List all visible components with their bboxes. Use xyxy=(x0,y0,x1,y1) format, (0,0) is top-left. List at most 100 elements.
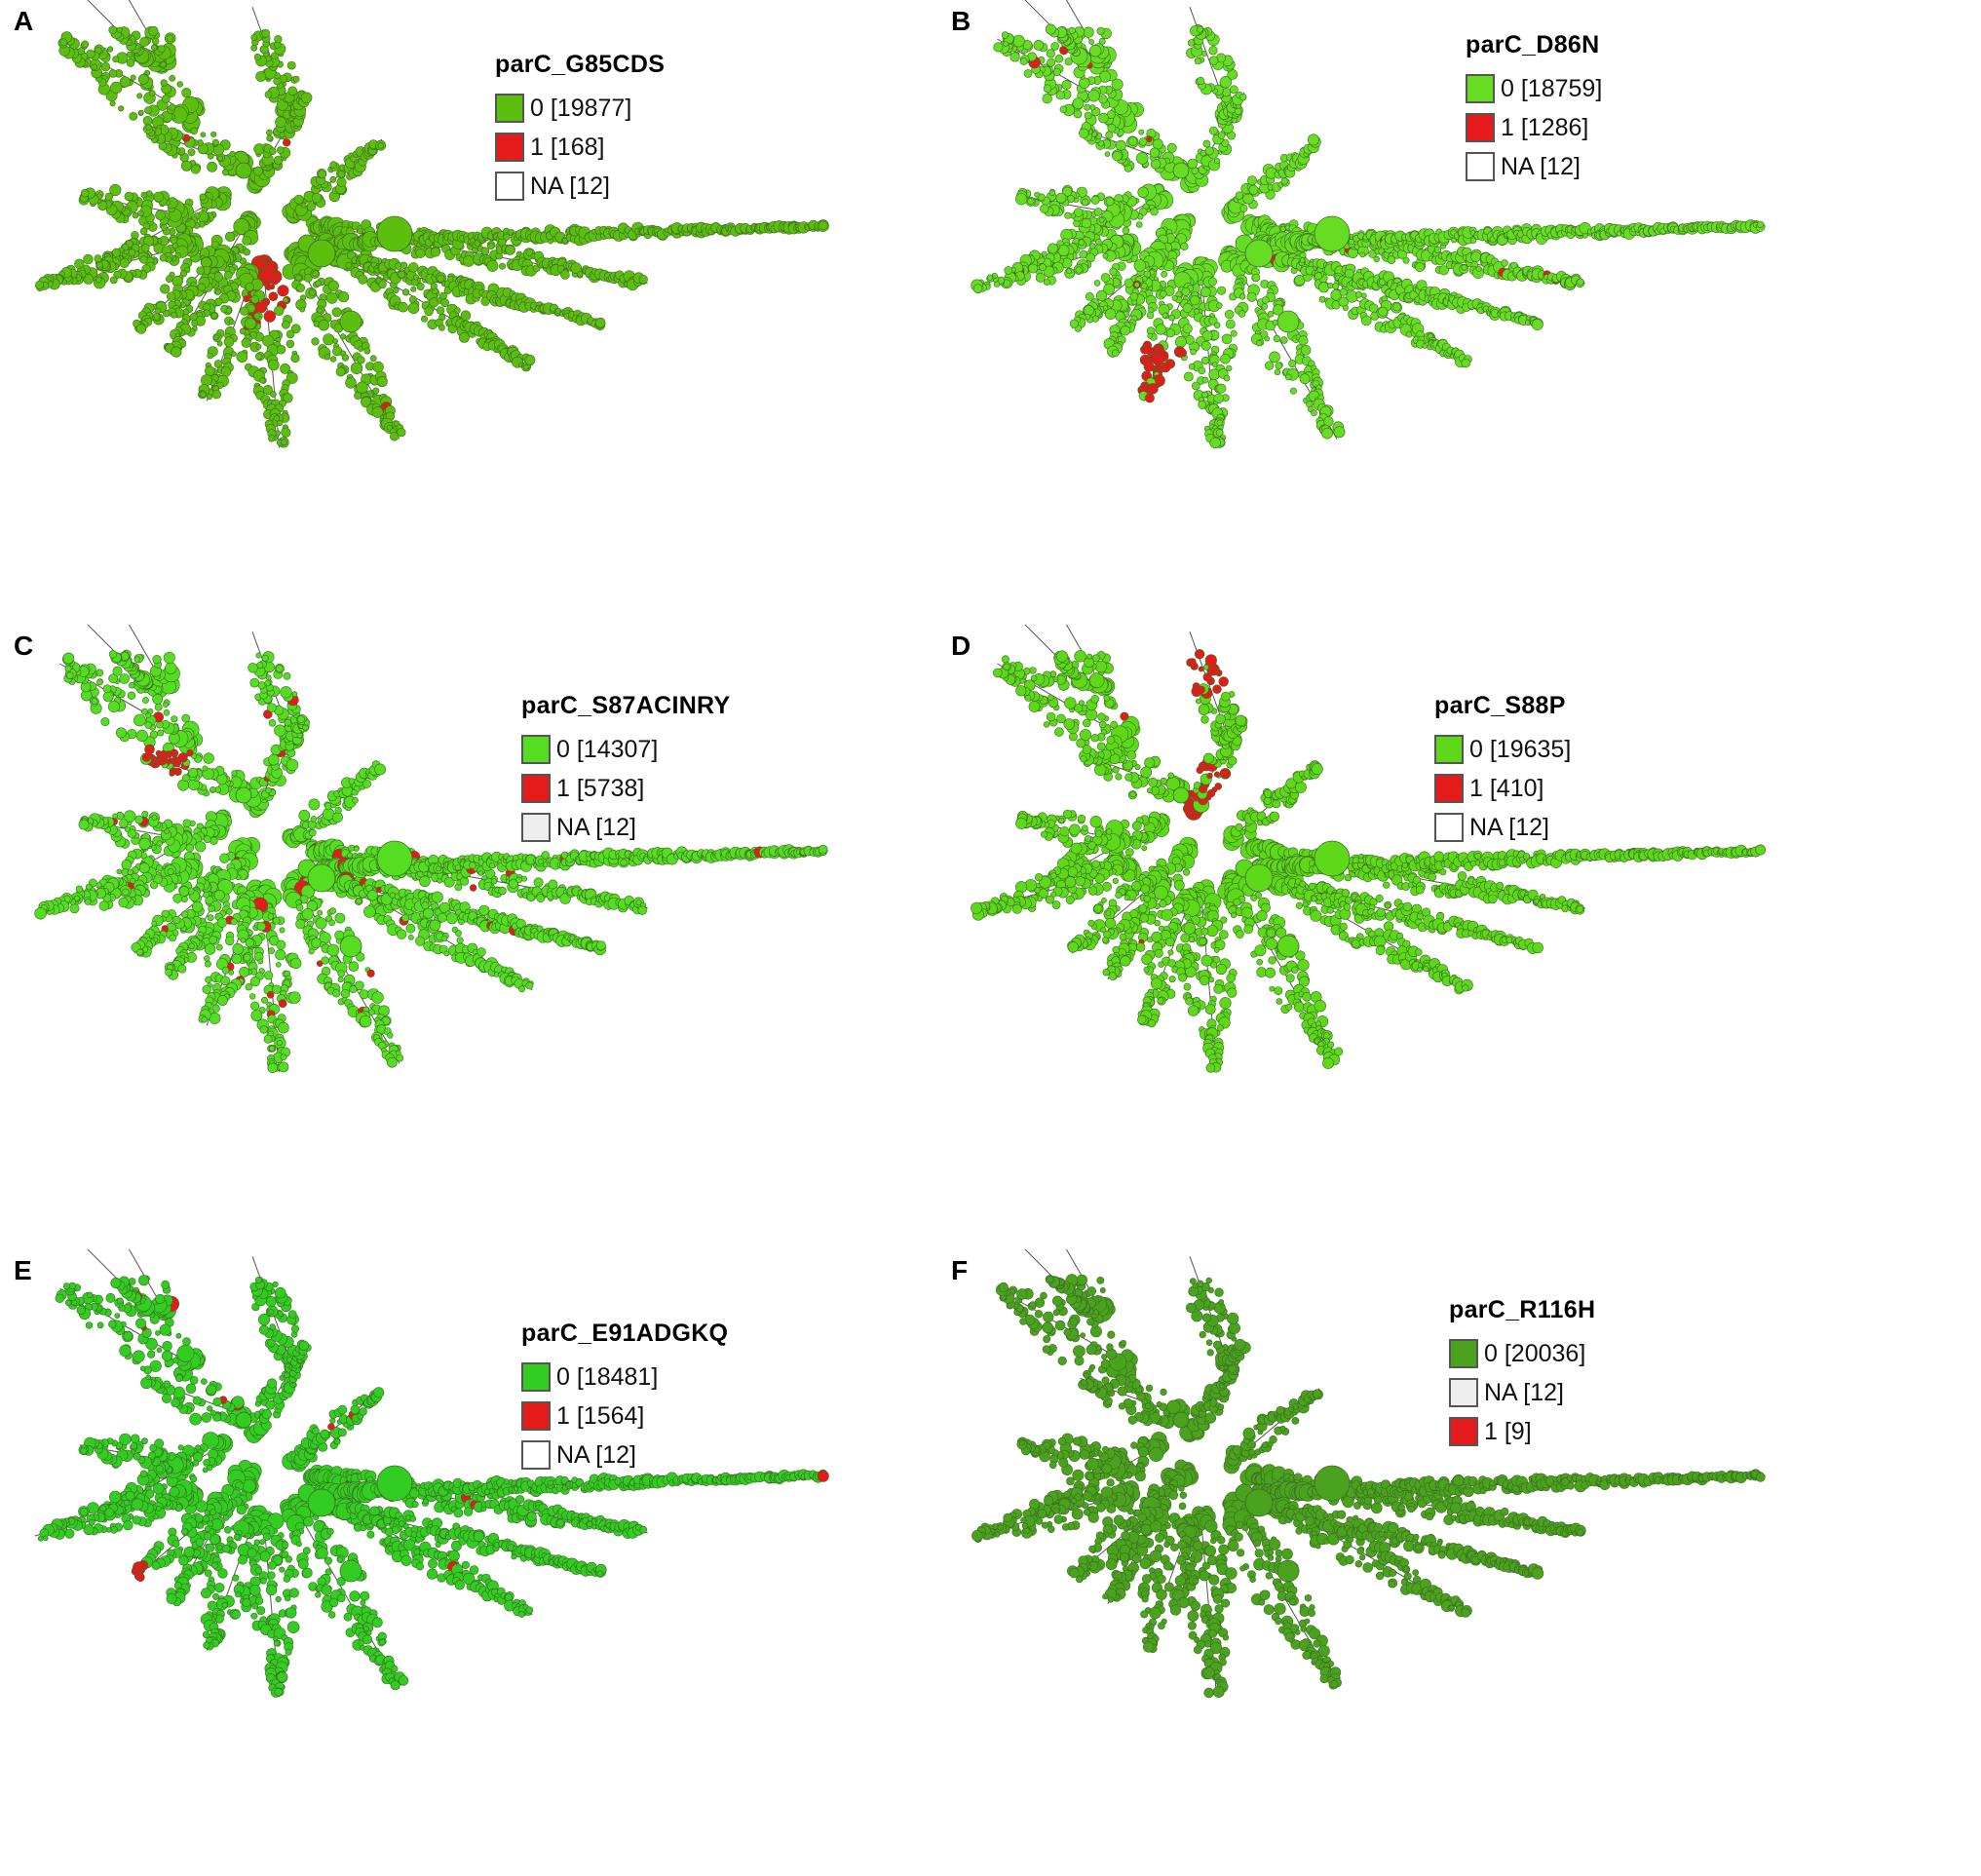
tree-node xyxy=(1184,334,1195,345)
tree-node xyxy=(405,923,416,934)
tree-node xyxy=(1223,374,1231,382)
tree-node xyxy=(368,1009,375,1015)
tree-node xyxy=(261,28,271,38)
tree-node xyxy=(1140,282,1148,289)
tree-node xyxy=(265,284,272,290)
tree-node xyxy=(1208,126,1218,135)
tree-node xyxy=(1124,278,1134,288)
tree-node xyxy=(371,991,384,1004)
tree-node xyxy=(1061,80,1072,91)
tree-node xyxy=(326,943,340,957)
tree-node xyxy=(145,124,152,131)
tree-node xyxy=(312,270,320,278)
tree-node xyxy=(1120,325,1131,336)
tree-node xyxy=(168,732,180,745)
legend-row-b-1: 1 [1286] xyxy=(1466,108,1602,147)
tree-node xyxy=(253,312,261,320)
tree-node xyxy=(130,74,136,81)
tree-node xyxy=(407,302,420,315)
tree-node xyxy=(1221,333,1233,345)
tree-node xyxy=(213,334,219,340)
legend-label-b-1: 1 [1286] xyxy=(1501,113,1589,141)
tree-node xyxy=(248,663,258,673)
tree-node xyxy=(137,210,144,217)
tree-node xyxy=(398,301,408,313)
tree-b xyxy=(971,0,1766,449)
tree-node xyxy=(196,266,205,276)
tree-node xyxy=(1238,293,1246,300)
tree-node xyxy=(1333,426,1346,439)
tree-node xyxy=(1098,112,1109,124)
legend-title-a: parC_G85CDS xyxy=(495,51,666,78)
tree-node xyxy=(303,273,313,283)
tree-node xyxy=(102,691,114,703)
tree-node xyxy=(165,275,173,284)
tree-node xyxy=(456,937,464,944)
tree-node xyxy=(1216,302,1223,309)
tree-node xyxy=(1235,191,1244,200)
tree-node xyxy=(1100,273,1111,283)
tree-node xyxy=(1168,314,1175,322)
tree-node xyxy=(1299,257,1306,264)
tree-node xyxy=(1048,189,1056,197)
tree-node xyxy=(1201,391,1208,399)
tree-node xyxy=(1054,54,1064,63)
tree-node xyxy=(397,929,407,939)
tree-node xyxy=(214,297,223,306)
tree-node xyxy=(462,255,475,267)
tree-node xyxy=(1034,191,1041,198)
tree-node xyxy=(190,164,201,174)
tree-node xyxy=(1096,26,1105,35)
tree-node xyxy=(518,985,525,993)
tree-node xyxy=(74,258,85,269)
tree-node xyxy=(1208,368,1221,381)
tree-node xyxy=(1239,93,1247,101)
tree-node xyxy=(181,87,192,98)
tree-node xyxy=(1180,242,1189,250)
tree-node xyxy=(169,103,176,111)
tree-node xyxy=(160,223,168,231)
tree-node xyxy=(275,116,286,129)
tree-node xyxy=(165,968,172,976)
tree-node xyxy=(229,150,236,157)
tree-node xyxy=(410,286,417,292)
tree-node xyxy=(1191,381,1200,391)
tree-node xyxy=(1147,332,1154,339)
tree-node xyxy=(335,366,346,377)
tree-node xyxy=(460,310,472,322)
tree-node xyxy=(127,51,133,57)
tree-node xyxy=(1093,208,1103,216)
tree-node xyxy=(1225,309,1235,320)
tree-node xyxy=(1045,23,1056,35)
tree-node xyxy=(1246,291,1257,302)
tree-node xyxy=(1122,226,1130,235)
tree-node xyxy=(1095,289,1108,302)
tree-node xyxy=(1198,401,1207,409)
tree-node xyxy=(1201,376,1209,384)
tree-node xyxy=(207,352,213,360)
tree-node xyxy=(1028,263,1039,274)
tree-node xyxy=(144,744,155,755)
tree-node xyxy=(309,288,317,296)
tree-node xyxy=(207,161,217,172)
tree-node xyxy=(324,354,331,361)
tree-node xyxy=(167,291,176,301)
tree-node xyxy=(1012,34,1025,48)
tree-node xyxy=(1274,368,1281,376)
tree-node xyxy=(594,317,606,328)
legend-label-b-2: NA [12] xyxy=(1501,152,1581,180)
tree-node xyxy=(263,310,276,323)
tree-node xyxy=(1438,265,1449,276)
tree-node xyxy=(1111,78,1124,91)
tree-node xyxy=(1332,283,1340,290)
tree-hub-node xyxy=(1172,162,1190,179)
tree-node xyxy=(1084,103,1091,111)
tree-node xyxy=(102,684,112,694)
tree-node xyxy=(376,375,388,388)
legend-a: parC_G85CDS 0 [19877] 1 [168] NA [12] xyxy=(495,51,665,206)
tree-node xyxy=(1187,39,1196,47)
tree-node xyxy=(161,95,171,103)
tree-node xyxy=(498,262,506,270)
tree-node xyxy=(144,721,152,729)
tree-node xyxy=(1135,221,1143,228)
